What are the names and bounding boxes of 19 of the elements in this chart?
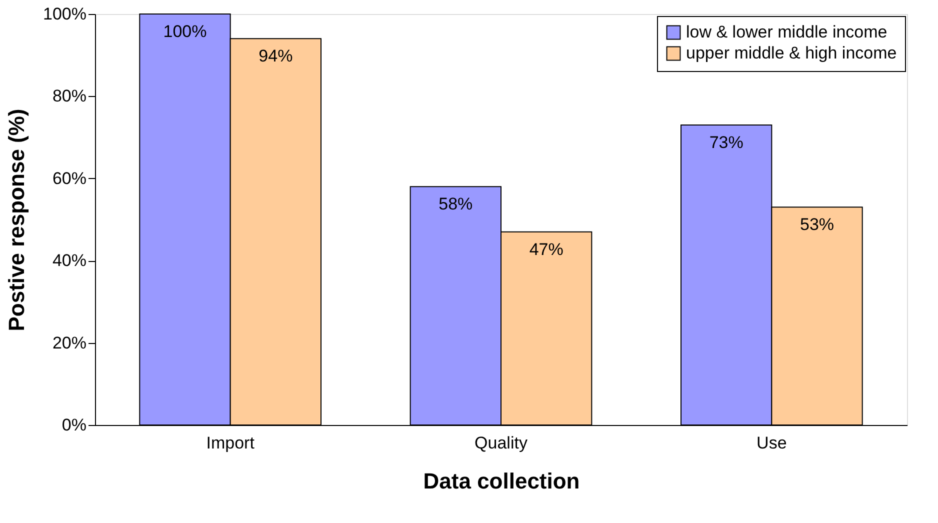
y-tick-label: 40% — [52, 251, 86, 270]
x-axis-title: Data collection — [423, 468, 580, 494]
data-label: 47% — [529, 240, 564, 259]
x-tick-label: Quality — [474, 434, 528, 452]
y-tick-label: 60% — [52, 168, 86, 188]
x-tick-label: Use — [756, 434, 787, 452]
legend-label: low & lower middle income — [686, 22, 888, 42]
legend-label: upper middle & high income — [686, 44, 897, 62]
x-tick-label: Import — [206, 434, 255, 452]
y-tick-label: 20% — [52, 333, 86, 352]
y-tick-label: 100% — [43, 4, 86, 24]
data-label: 58% — [438, 194, 473, 214]
data-label: 100% — [163, 22, 207, 41]
data-label: 73% — [709, 132, 744, 152]
data-label: 53% — [800, 215, 834, 234]
data-label: 94% — [258, 46, 293, 66]
y-tick-label: 0% — [62, 416, 86, 434]
y-axis-title: Postive response (%) — [4, 108, 30, 332]
y-tick-label: 80% — [52, 86, 86, 106]
